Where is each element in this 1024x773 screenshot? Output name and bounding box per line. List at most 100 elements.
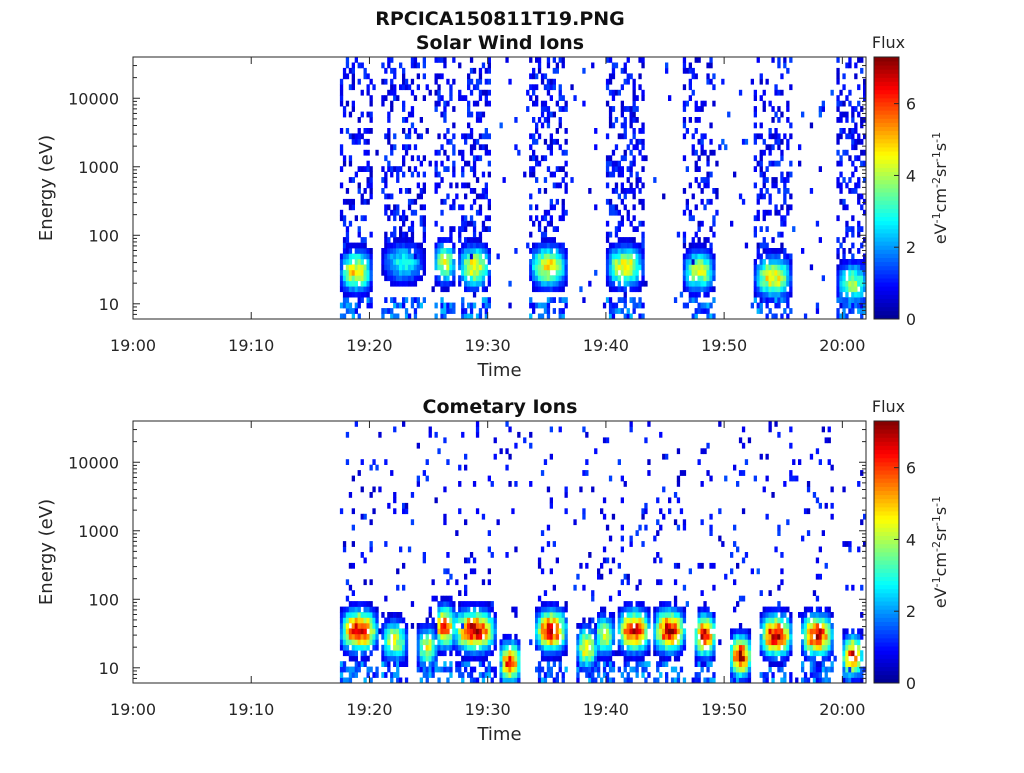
spectrogram-cell (537, 639, 542, 646)
spectrogram-cell (591, 590, 595, 596)
spectrogram-cell (682, 57, 687, 63)
spectrogram-cell (431, 595, 435, 602)
spectrogram-cell (617, 160, 621, 167)
spectrogram-cell (638, 73, 642, 80)
spectrogram-cell (469, 248, 474, 254)
spectrogram-cell (691, 280, 695, 287)
colorbar-swatch (874, 674, 899, 680)
spectrogram-cell (659, 661, 663, 667)
spectrogram-cell (614, 269, 619, 276)
spectrogram-cell (703, 291, 707, 298)
spectrogram-cell (803, 633, 808, 640)
spectrogram-cell (348, 584, 353, 591)
spectrogram-cell (484, 308, 488, 314)
spectrogram-cell (464, 275, 468, 282)
spectrogram-cell (679, 617, 684, 624)
spectrogram-cell (747, 661, 752, 667)
spectrogram-cell (780, 661, 784, 667)
spectrogram-cell (434, 89, 438, 96)
colorbar-swatch (874, 249, 899, 254)
spectrogram-cell (780, 291, 784, 298)
spectrogram-cell (765, 253, 769, 260)
colorbar-frame (873, 56, 900, 320)
spectrogram-cell (602, 557, 607, 564)
spectrogram-cell (582, 666, 586, 673)
spectrogram-cell (431, 672, 435, 678)
spectrogram-cell (688, 253, 692, 260)
spectrogram-cell (446, 253, 450, 260)
spectrogram-cell (511, 661, 515, 667)
spectrogram-cell (691, 89, 695, 96)
spectrogram-cell (543, 215, 548, 222)
spectrogram-cell (416, 650, 420, 657)
spectrogram-cell (387, 117, 391, 123)
spectrogram-cell (561, 62, 565, 69)
spectrogram-cell (641, 623, 645, 629)
spectrogram-cell (641, 628, 645, 635)
spectrogram-cell (623, 237, 627, 243)
spectrogram-cell (360, 111, 364, 118)
spectrogram-cell (605, 672, 610, 678)
spectrogram-cell (517, 655, 521, 662)
spectrogram-cell (410, 519, 415, 526)
spectrogram-cell (576, 650, 580, 657)
spectrogram-cell (434, 171, 438, 178)
spectrogram-cell (357, 133, 361, 140)
spectrogram-cell (399, 226, 403, 232)
spectrogram-cell (532, 149, 536, 156)
spectrogram-cell (585, 666, 589, 673)
spectrogram-cell (484, 617, 488, 624)
spectrogram-cell (416, 155, 420, 162)
colorbar-swatch (874, 314, 899, 320)
spectrogram-cell (614, 231, 619, 238)
spectrogram-cell (863, 297, 867, 303)
spectrogram-cell (363, 128, 367, 134)
spectrogram-cell (768, 606, 772, 613)
spectrogram-cell (540, 644, 545, 651)
spectrogram-cell (428, 628, 432, 635)
spectrogram-cell (399, 628, 403, 635)
spectrogram-cell (703, 639, 707, 646)
spectrogram-cell (458, 264, 462, 271)
spectrogram-cell (546, 313, 551, 320)
spectrogram-cell (597, 661, 601, 667)
spectrogram-cell (818, 633, 822, 640)
x-tick-label: 19:20 (346, 700, 392, 719)
spectrogram-cell (780, 138, 784, 145)
spectrogram-cell (440, 650, 444, 657)
spectrogram-cell (472, 160, 477, 167)
spectrogram-cell (665, 623, 669, 629)
spectrogram-cell (700, 133, 704, 140)
spectrogram-cell (342, 628, 347, 635)
spectrogram-cell (818, 672, 822, 678)
spectrogram-cell (611, 513, 616, 520)
spectrogram-cell (402, 231, 406, 238)
spectrogram-cell (653, 612, 657, 618)
spectrogram-cell (390, 677, 394, 684)
spectrogram-cell (467, 122, 471, 129)
spectrogram-cell (741, 198, 746, 205)
spectrogram-cell (452, 259, 456, 265)
spectrogram-cell (676, 677, 681, 684)
spectrogram-cell (366, 601, 370, 607)
spectrogram-cell (700, 286, 704, 293)
spectrogram-cell (783, 623, 787, 629)
spectrogram-cell (733, 644, 737, 651)
spectrogram-cell (668, 639, 672, 646)
spectrogram-cell (443, 513, 447, 520)
spectrogram-cell (768, 297, 772, 303)
spectrogram-cell (535, 280, 539, 287)
spectrogram-cell (608, 677, 613, 684)
spectrogram-cell (724, 144, 728, 151)
spectrogram-cell (375, 644, 379, 651)
colorbar-swatch (874, 592, 899, 598)
spectrogram-cell (741, 644, 746, 651)
spectrogram-cell (440, 264, 444, 271)
colorbar-swatch (874, 678, 899, 684)
spectrogram-cell (561, 633, 565, 640)
spectrogram-cell (481, 226, 486, 232)
spectrogram-cell (765, 226, 769, 232)
spectrogram-cell (410, 259, 415, 265)
spectrogram-cell (821, 628, 825, 635)
spectrogram-cell (396, 209, 400, 216)
